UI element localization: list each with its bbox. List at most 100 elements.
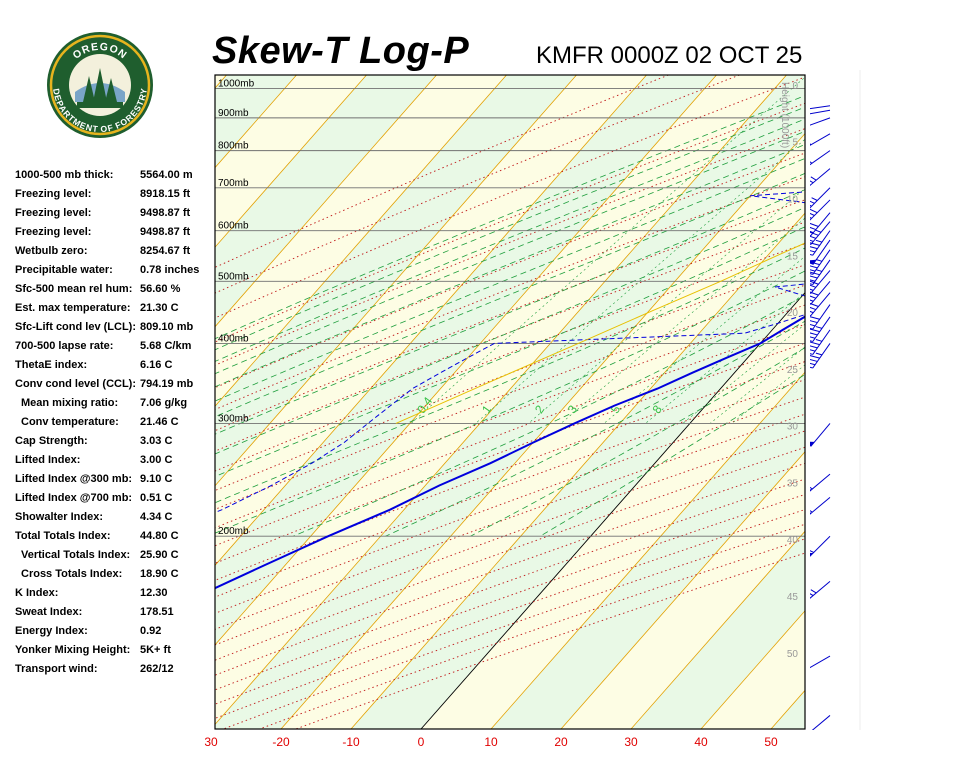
index-row: Vertical Totals Index: 25.90 C (15, 549, 220, 568)
wind-barb (810, 168, 831, 189)
chart-title: Skew-T Log-P (212, 30, 470, 72)
temp-tick-label: 20 (554, 735, 568, 749)
moist-adiabat (215, 270, 805, 534)
pressure-label: 800mb (218, 141, 249, 152)
index-row: 700-500 lapse rate: 5.68 C/km (15, 340, 220, 359)
dry-adiabat (215, 396, 805, 614)
index-row: Est. max temperature: 21.30 C (15, 302, 220, 321)
isotherm-line (215, 75, 437, 328)
temp-tick-label: 10 (484, 735, 498, 749)
index-label: Mean mixing ratio: (21, 397, 119, 409)
index-label: Lifted Index: (15, 454, 81, 466)
wind-barb (810, 281, 831, 305)
index-label: Freezing level: (15, 188, 92, 200)
temp-tick-label: 30 (624, 735, 638, 749)
index-value: 178.51 (140, 606, 174, 618)
dry-adiabat (215, 76, 805, 319)
index-value: 9498.87 ft (140, 226, 191, 238)
wind-barb (810, 221, 831, 245)
index-label: Conv cond level (CCL): (15, 378, 137, 390)
height-tick-label: 30 (787, 422, 799, 433)
isotherm-band (215, 75, 805, 729)
isotherm-line (700, 610, 805, 729)
index-label: K Index: (15, 587, 59, 599)
index-value: 25.90 C (140, 549, 179, 561)
index-label: Energy Index: (15, 625, 88, 637)
wind-barb (810, 133, 831, 150)
pressure-label: 1000mb (218, 79, 255, 90)
pressure-label: 400mb (218, 333, 249, 344)
height-tick-label: 15 (787, 251, 799, 262)
wind-barb (810, 270, 831, 294)
wind-barb (810, 473, 831, 494)
isotherm-line (215, 75, 717, 646)
temp-tick-label: 40 (694, 735, 708, 749)
isotherm-band (215, 75, 227, 89)
wind-barb (810, 343, 831, 369)
parcel-low-profile (915, 154, 960, 188)
index-label: ThetaE index: (15, 359, 88, 371)
moist-adiabat (215, 130, 805, 375)
wind-barb (810, 316, 831, 342)
isotherm-line (420, 291, 805, 729)
mixing-ratio-line (528, 188, 805, 424)
index-row: Lifted Index: 3.00 C (15, 454, 220, 473)
index-label: Total Totals Index: (15, 530, 111, 542)
index-value: 12.30 (140, 587, 168, 599)
wind-barb (810, 109, 831, 116)
index-label: Precipitable water: (15, 264, 113, 276)
dry-adiabat (215, 430, 805, 646)
height-tick-label: 40 (787, 535, 799, 546)
pressure-label: 500mb (218, 271, 249, 282)
index-value: 9.10 C (140, 473, 173, 485)
isotherm-line (280, 132, 805, 729)
wind-barb (810, 581, 831, 602)
wind-barb (810, 259, 831, 286)
index-row: Freezing level: 8918.15 ft (15, 188, 220, 207)
index-value: 0.51 C (140, 492, 173, 504)
index-value: 5564.00 m (140, 169, 193, 181)
index-row: Mean mixing ratio: 7.06 g/kg (15, 397, 220, 416)
index-value: 262/12 (140, 663, 174, 675)
index-label: Sfc-Lift cond lev (LCL): (15, 321, 136, 333)
moist-adiabat (215, 247, 805, 504)
height-tick-label: 25 (787, 365, 799, 376)
dry-adiabat (215, 413, 805, 630)
height-tick-label: 50 (787, 649, 799, 660)
index-label: Sweat Index: (15, 606, 83, 618)
index-value: 56.60 % (140, 283, 181, 295)
index-row: 1000-500 mb thick: 5564.00 m (15, 169, 220, 188)
index-value: 809.10 mb (140, 321, 194, 333)
wind-barb (810, 655, 831, 672)
isotherm-line (215, 75, 787, 726)
oregon-forestry-logo: OREGON DEPARTMENT OF FORESTRY (45, 30, 155, 140)
isotherm-line (215, 75, 507, 407)
mixing-ratio-line (475, 138, 805, 424)
parcel-profile (395, 242, 805, 424)
pressure-label: 300mb (218, 413, 249, 424)
wind-barb (810, 292, 831, 317)
moist-adiabat (215, 118, 805, 362)
height-tick-label: 0 (792, 81, 798, 92)
moist-adiabat (215, 157, 805, 402)
dewpoint-profile (215, 191, 805, 514)
temp-tick-label: -20 (272, 735, 290, 749)
pressure-label: 600mb (218, 221, 249, 232)
wind-barb (810, 715, 831, 730)
index-row: Sfc-500 mean rel hum: 56.60 % (15, 283, 220, 302)
index-row: Lifted Index @300 mb: 9.10 C (15, 473, 220, 492)
index-value: 21.30 C (140, 302, 179, 314)
height-tick-label: 35 (787, 478, 799, 489)
wind-barb (810, 535, 831, 558)
index-row: Conv cond level (CCL): 794.19 mb (15, 378, 220, 397)
index-value: 794.19 mb (140, 378, 194, 390)
index-value: 5K+ ft (140, 644, 171, 656)
isotherm-line (215, 75, 647, 566)
isotherm-line (215, 75, 577, 487)
index-row: Sweat Index: 178.51 (15, 606, 220, 625)
wind-barb-column (810, 70, 861, 730)
isotherm-line (490, 371, 805, 729)
indices-panel: 1000-500 mb thick: 5564.00 m Freezing leve… (15, 169, 220, 682)
index-row: Lifted Index @700 mb: 0.51 C (15, 492, 220, 511)
moist-adiabat (215, 206, 805, 455)
